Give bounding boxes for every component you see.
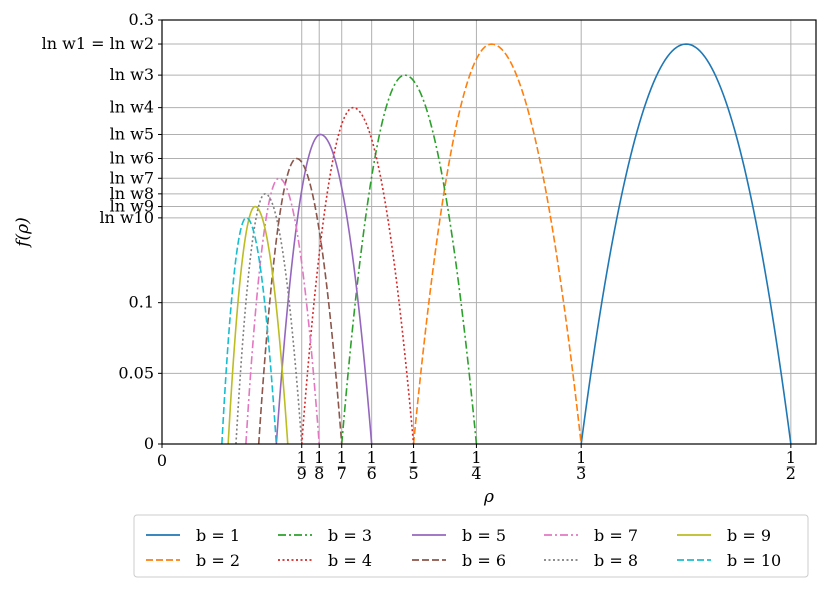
y-tick-label: ln w5	[110, 124, 154, 143]
x-tick-fraction: 19	[297, 448, 307, 483]
x-tick-fraction: 14	[471, 448, 481, 483]
y-tick-label: ln w1 = ln w2	[42, 34, 154, 53]
x-tick-fraction: 13	[576, 448, 586, 483]
plot-frame	[161, 19, 817, 445]
y-tick-label: ln w7	[110, 168, 154, 187]
series-line	[412, 43, 582, 445]
legend-label: b = 3	[328, 526, 372, 545]
legend-box	[133, 514, 809, 578]
series-line	[227, 205, 289, 445]
legend-label: b = 9	[727, 526, 771, 545]
x-tick-denominator: 2	[786, 464, 796, 483]
legend-label: b = 10	[727, 551, 781, 570]
x-tick-fraction: 18	[314, 448, 324, 483]
x-axis-label: ρ	[483, 487, 494, 507]
x-tick-denominator: 5	[408, 464, 418, 483]
legend-label: b = 5	[462, 526, 506, 545]
x-tick-denominator: 3	[576, 464, 586, 483]
y-tick-label: ln w9	[110, 197, 154, 216]
legend-label: b = 1	[196, 526, 240, 545]
x-tick-denominator: 4	[471, 464, 481, 483]
legend-label: b = 2	[196, 551, 240, 570]
x-tick-numerator: 1	[367, 448, 377, 467]
y-tick-label: ln w6	[110, 149, 154, 168]
x-tick-numerator: 1	[337, 448, 347, 467]
series-line	[340, 74, 478, 445]
x-tick-fraction: 12	[786, 448, 796, 483]
y-tick-label: ln w10	[99, 208, 154, 227]
legend-label: b = 6	[462, 551, 506, 570]
x-tick-denominator: 7	[337, 464, 347, 483]
x-tick-numerator: 1	[786, 448, 796, 467]
y-tick-label: 0.1	[129, 293, 154, 312]
series-line	[235, 193, 303, 445]
x-tick-label: 0	[157, 451, 167, 470]
legend-label: b = 4	[328, 551, 372, 570]
x-tick-fraction: 17	[337, 448, 347, 483]
x-tick-denominator: 9	[297, 464, 307, 483]
x-tick-numerator: 1	[314, 448, 324, 467]
y-tick-label: 0	[144, 434, 154, 453]
x-tick-numerator: 1	[297, 448, 307, 467]
series-lines	[221, 43, 792, 445]
y-tick-label: ln w8	[110, 184, 154, 203]
y-tick-label: ln w3	[110, 65, 154, 84]
series-line	[300, 106, 415, 445]
x-tick-numerator: 1	[471, 448, 481, 467]
y-tick-label: 0.3	[129, 10, 154, 29]
y-axis-label: f(ρ)	[13, 217, 33, 249]
y-tick-label: ln w4	[110, 98, 154, 117]
y-tick-label: 0.05	[118, 363, 154, 382]
x-tick-fraction: 15	[408, 448, 418, 483]
grid-lines	[161, 19, 816, 445]
x-tick-denominator: 6	[367, 464, 377, 483]
series-line	[580, 43, 792, 445]
x-tick-numerator: 1	[408, 448, 418, 467]
x-tick-fraction: 16	[367, 448, 377, 483]
legend: b = 1 b = 2 b = 3 b = 4 b = 5 b = 6 b = 7 b = 8…	[133, 514, 809, 578]
series-line	[275, 133, 373, 445]
series-line	[221, 217, 278, 445]
legend-label: b = 8	[594, 551, 638, 570]
legend-label: b = 7	[594, 526, 638, 545]
series-line	[245, 177, 321, 445]
x-tick-denominator: 8	[314, 464, 324, 483]
x-tick-numerator: 1	[576, 448, 586, 467]
